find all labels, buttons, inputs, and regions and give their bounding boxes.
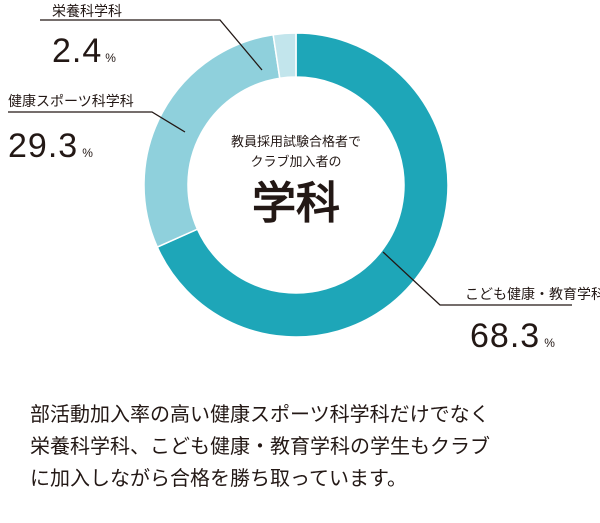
value-nutrition: 2.4% <box>52 32 116 70</box>
label-childhood: こども健康・教育学科 <box>465 286 600 303</box>
label-nutrition: 栄養科学科 <box>52 3 122 20</box>
label-sports: 健康スポーツ科学科 <box>8 93 134 110</box>
caption-line-1: 部活動加入率の高い健康スポーツ科学科だけでなく <box>30 402 490 426</box>
caption-line-3: に加入しながら合格を勝ち取っています。 <box>30 466 407 490</box>
leader-line-sports <box>8 111 186 133</box>
caption: 部活動加入率の高い健康スポーツ科学科だけでなく 栄養科学科、こども健康・教育学科… <box>30 398 590 494</box>
center-subtitle-line-1: 教員採用試験合格者で <box>231 134 361 150</box>
value-childhood: 68.3% <box>470 317 555 355</box>
slice-sports <box>143 33 281 249</box>
center-subtitle-line-2: クラブ加入者の <box>250 154 341 170</box>
slice-childhood <box>156 32 449 338</box>
slice-nutrition <box>272 32 297 80</box>
caption-line-2: 栄養科学科、こども健康・教育学科の学生もクラブ <box>30 434 490 458</box>
leader-line-nutrition <box>40 19 263 71</box>
value-sports: 29.3% <box>8 127 93 165</box>
center-title: 学科 <box>252 178 340 229</box>
leader-line-childhood <box>382 251 572 306</box>
